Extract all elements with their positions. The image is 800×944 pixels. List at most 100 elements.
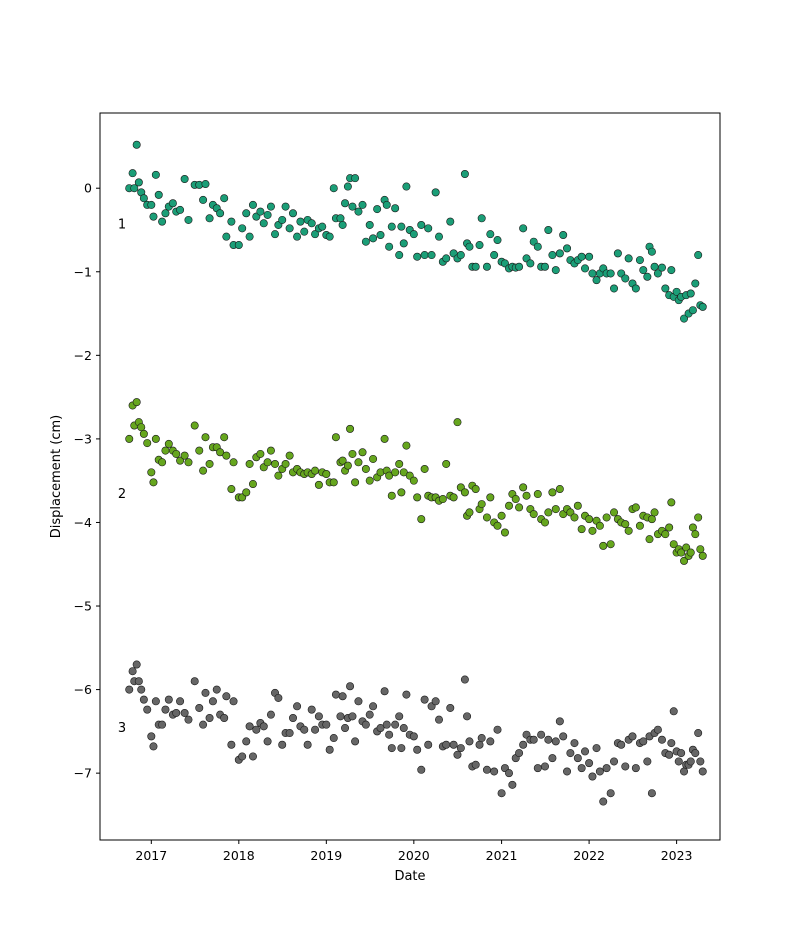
data-point	[493, 521, 502, 530]
data-point	[354, 458, 363, 467]
data-point	[391, 720, 400, 729]
data-point	[322, 469, 331, 478]
data-point	[505, 501, 514, 510]
data-point	[395, 459, 404, 468]
data-point	[158, 217, 167, 226]
data-point	[227, 485, 236, 494]
data-point	[680, 767, 689, 776]
data-point	[172, 449, 181, 458]
data-point	[657, 263, 666, 272]
data-point	[134, 178, 143, 187]
data-point	[570, 739, 579, 748]
data-point	[266, 202, 275, 211]
data-point	[385, 471, 394, 480]
x-axis-title: Date	[394, 869, 425, 884]
data-point	[205, 713, 214, 722]
data-point	[351, 478, 360, 487]
data-point	[307, 219, 316, 228]
data-point	[274, 471, 283, 480]
data-point	[387, 222, 396, 231]
data-point	[650, 262, 659, 271]
y-tick-label: −4	[74, 515, 92, 530]
data-point	[149, 478, 158, 487]
data-point	[592, 276, 601, 285]
data-point	[551, 266, 560, 275]
data-point	[610, 508, 619, 517]
data-point	[331, 690, 340, 699]
data-point	[639, 266, 648, 275]
data-point	[653, 725, 662, 734]
data-point	[588, 269, 597, 278]
data-point	[130, 184, 139, 193]
data-point	[322, 720, 331, 729]
data-point	[348, 712, 357, 721]
data-point	[361, 464, 370, 473]
data-point	[691, 530, 700, 539]
data-point	[382, 200, 391, 209]
data-point	[537, 730, 546, 739]
x-axis-ticks: 2017 2018 2019 2020 2021 2022 2023	[135, 840, 693, 863]
data-point	[139, 695, 148, 704]
data-point	[413, 493, 422, 502]
data-point	[325, 745, 334, 754]
data-point	[529, 735, 538, 744]
data-point	[266, 446, 275, 455]
data-point	[395, 251, 404, 260]
data-point	[176, 205, 185, 214]
x-tick-label: 2020	[398, 848, 430, 863]
data-point	[486, 737, 495, 746]
data-point	[274, 693, 283, 702]
data-point	[682, 543, 691, 552]
data-point	[477, 734, 486, 743]
data-point	[199, 195, 208, 204]
data-point	[180, 175, 189, 184]
data-point	[653, 269, 662, 278]
x-tick-label: 2023	[661, 848, 693, 863]
data-point	[431, 697, 440, 706]
data-point	[168, 199, 177, 208]
data-point	[288, 209, 297, 218]
data-point	[245, 232, 254, 241]
data-point	[259, 219, 268, 228]
data-point	[351, 174, 360, 183]
data-point	[329, 734, 338, 743]
data-point	[696, 545, 705, 554]
data-point	[180, 708, 189, 717]
data-point	[621, 520, 630, 529]
data-point	[128, 667, 137, 676]
data-point	[238, 752, 247, 761]
data-point	[559, 231, 568, 240]
data-point	[585, 252, 594, 261]
data-point	[463, 712, 472, 721]
data-point	[661, 284, 670, 293]
data-point	[667, 739, 676, 748]
data-point	[420, 695, 429, 704]
data-point	[281, 459, 290, 468]
data-point	[645, 535, 654, 544]
data-point	[266, 710, 275, 719]
data-point	[137, 685, 146, 694]
data-point	[259, 722, 268, 731]
data-point	[263, 210, 272, 219]
data-point	[234, 241, 243, 250]
data-point	[647, 515, 656, 524]
data-point	[420, 464, 429, 473]
series-2-label: 2	[118, 487, 126, 502]
data-point	[338, 220, 347, 229]
data-point	[617, 740, 626, 749]
data-point	[382, 720, 391, 729]
data-point	[311, 230, 320, 239]
data-point	[271, 230, 280, 239]
data-point	[533, 242, 542, 251]
data-point	[314, 712, 323, 721]
data-point	[477, 500, 486, 509]
data-point	[161, 209, 170, 218]
data-point	[424, 740, 433, 749]
series-1-label: 1	[118, 217, 126, 232]
data-point	[555, 485, 564, 494]
data-point	[293, 702, 302, 711]
data-point	[399, 724, 408, 733]
data-point	[318, 222, 327, 231]
data-point	[227, 740, 236, 749]
data-point	[667, 266, 676, 275]
